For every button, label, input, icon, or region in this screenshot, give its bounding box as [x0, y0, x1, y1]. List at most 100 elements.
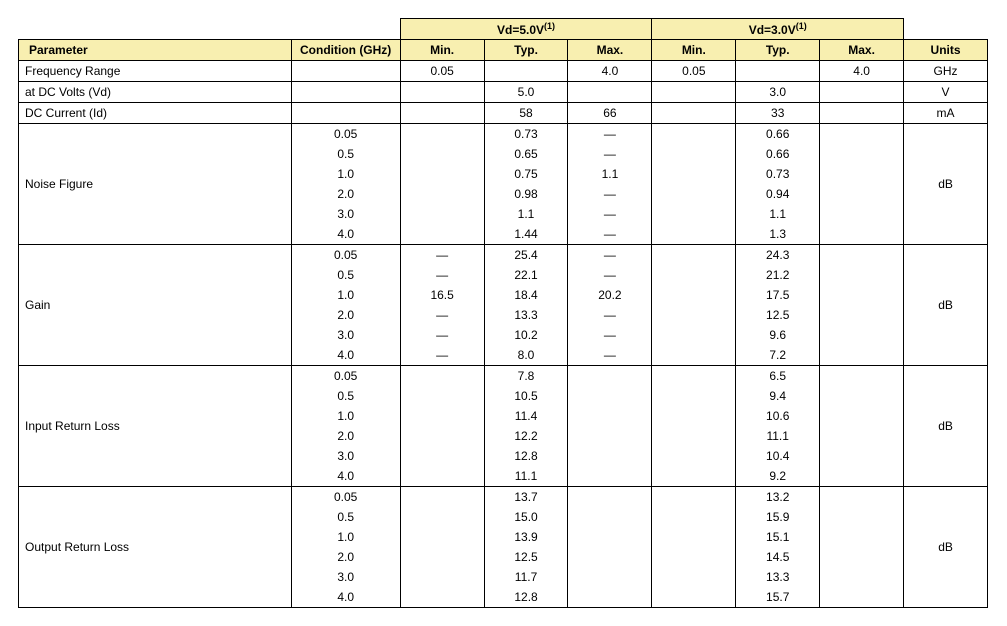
- v5-typ: 7.8: [484, 366, 568, 387]
- row-nf-0: Noise Figure0.050.73—0.66dB: [19, 124, 988, 145]
- cond-cell: 0.5: [291, 386, 400, 406]
- spec-table: Vd=5.0V(1) Vd=3.0V(1) Parameter Conditio…: [18, 18, 988, 608]
- v5-max: [568, 82, 652, 103]
- units-cell-gain: dB: [904, 245, 988, 366]
- v5-min: —: [400, 305, 484, 325]
- v3-min: [652, 305, 736, 325]
- v3-min: [652, 507, 736, 527]
- row-gain-0: Gain0.05—25.4—24.3dB: [19, 245, 988, 266]
- v5-typ: 13.9: [484, 527, 568, 547]
- v5-min: [400, 406, 484, 426]
- param-label: DC Current (Id): [19, 103, 292, 124]
- v5-min: 16.5: [400, 285, 484, 305]
- v5-typ: 22.1: [484, 265, 568, 285]
- cond-cell: 0.5: [291, 144, 400, 164]
- v3-max: [820, 265, 904, 285]
- v3-min: [652, 245, 736, 266]
- cond-cell: 0.05: [291, 487, 400, 508]
- v3-min: [652, 406, 736, 426]
- v5-max: [568, 406, 652, 426]
- v5-max: 4.0: [568, 61, 652, 82]
- v3-min: [652, 325, 736, 345]
- v5-typ: 0.65: [484, 144, 568, 164]
- v3-min: [652, 144, 736, 164]
- v5-max: [568, 366, 652, 387]
- v5-typ: 12.8: [484, 446, 568, 466]
- v5-typ: 0.73: [484, 124, 568, 145]
- v5-typ: 11.7: [484, 567, 568, 587]
- v3-typ: 14.5: [736, 547, 820, 567]
- v3-max: [820, 426, 904, 446]
- v5-max: [568, 487, 652, 508]
- v5-typ: 10.5: [484, 386, 568, 406]
- v5-max: —: [568, 245, 652, 266]
- v5-typ: 5.0: [484, 82, 568, 103]
- row-orl-0: Output Return Loss0.0513.713.2dB: [19, 487, 988, 508]
- v5-max: —: [568, 144, 652, 164]
- units-cell: V: [904, 82, 988, 103]
- v5-typ: 58: [484, 103, 568, 124]
- v3-typ: 6.5: [736, 366, 820, 387]
- param-label: at DC Volts (Vd): [19, 82, 292, 103]
- v3-max: [820, 527, 904, 547]
- v3-min: [652, 204, 736, 224]
- v3-max: [820, 366, 904, 387]
- v3-min: [652, 487, 736, 508]
- param-label-gain: Gain: [19, 245, 292, 366]
- v5-min: 0.05: [400, 61, 484, 82]
- v5-typ: 11.4: [484, 406, 568, 426]
- cond-cell: 3.0: [291, 204, 400, 224]
- v5-typ: 25.4: [484, 245, 568, 266]
- v5-typ: 1.1: [484, 204, 568, 224]
- v5-min: [400, 386, 484, 406]
- v3-max: [820, 487, 904, 508]
- cond-cell: 3.0: [291, 325, 400, 345]
- cond-cell: [291, 103, 400, 124]
- v5-max: [568, 446, 652, 466]
- v3-min: [652, 82, 736, 103]
- param-label-orl: Output Return Loss: [19, 487, 292, 608]
- v5-max: —: [568, 204, 652, 224]
- v3-typ: 1.3: [736, 224, 820, 245]
- v5-max: —: [568, 224, 652, 245]
- v3-max: [820, 82, 904, 103]
- param-label: Frequency Range: [19, 61, 292, 82]
- v5-min: [400, 487, 484, 508]
- v5-min: [400, 82, 484, 103]
- cond-cell: 2.0: [291, 547, 400, 567]
- v3-max: [820, 285, 904, 305]
- row-irl-0: Input Return Loss0.057.86.5dB: [19, 366, 988, 387]
- v5-max: —: [568, 184, 652, 204]
- v5-max: [568, 567, 652, 587]
- v5-typ: 12.2: [484, 426, 568, 446]
- v5-min: —: [400, 345, 484, 366]
- v3-max: [820, 245, 904, 266]
- v3-typ: 13.2: [736, 487, 820, 508]
- cond-cell: 3.0: [291, 567, 400, 587]
- v3-min: [652, 265, 736, 285]
- cond-cell: 4.0: [291, 345, 400, 366]
- cond-cell: 1.0: [291, 285, 400, 305]
- v3-typ: 9.2: [736, 466, 820, 487]
- v3-typ: 0.73: [736, 164, 820, 184]
- header-row-2: Parameter Condition (GHz) Min. Typ. Max.…: [19, 40, 988, 61]
- v5-typ: 0.75: [484, 164, 568, 184]
- v5-typ: 12.5: [484, 547, 568, 567]
- v3-typ-header: Typ.: [736, 40, 820, 61]
- v3-max: [820, 204, 904, 224]
- v5-typ: 15.0: [484, 507, 568, 527]
- v5-max: —: [568, 325, 652, 345]
- cond-cell: 4.0: [291, 224, 400, 245]
- v3-typ: 0.66: [736, 144, 820, 164]
- cond-cell: 3.0: [291, 446, 400, 466]
- units-cell-nf: dB: [904, 124, 988, 245]
- v3-min: [652, 527, 736, 547]
- v3-min: [652, 124, 736, 145]
- v5-min: [400, 567, 484, 587]
- units-cell: mA: [904, 103, 988, 124]
- v3-typ: 1.1: [736, 204, 820, 224]
- cond-cell: [291, 82, 400, 103]
- v3-max: [820, 144, 904, 164]
- v3-max: [820, 124, 904, 145]
- v5-max: [568, 527, 652, 547]
